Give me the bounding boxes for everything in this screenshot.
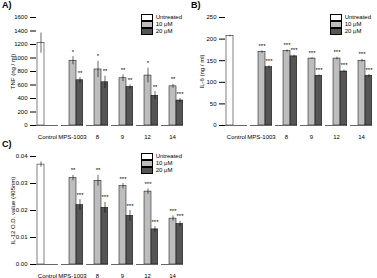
svg-text:9: 9	[310, 134, 314, 140]
svg-text:**: **	[96, 167, 101, 173]
svg-text:*: *	[97, 53, 100, 59]
svg-text:50: 50	[210, 101, 217, 107]
svg-text:1200: 1200	[14, 41, 28, 47]
svg-text:0.02: 0.02	[16, 207, 28, 213]
svg-text:TNF (ng / ml): TNF (ng / ml)	[10, 54, 16, 89]
svg-text:600: 600	[17, 82, 28, 88]
html-text:Untreated: Untreated	[155, 14, 182, 20]
svg-text:***: ***	[365, 67, 373, 73]
svg-text:***: ***	[290, 47, 298, 53]
svg-text:***: ***	[101, 194, 109, 200]
svg-text:**: **	[78, 70, 83, 76]
svg-text:12: 12	[144, 273, 151, 278]
svg-text:***: ***	[76, 192, 84, 198]
svg-text:***: ***	[176, 91, 184, 97]
html-text:10 μM: 10 μM	[344, 21, 362, 27]
svg-text:1000: 1000	[14, 55, 28, 61]
svg-text:***: ***	[119, 176, 127, 182]
svg-text:**: **	[171, 76, 176, 82]
svg-text:***: ***	[144, 181, 152, 187]
html-text:Untreated: Untreated	[155, 153, 182, 159]
svg-text:14: 14	[169, 273, 176, 278]
svg-text:**: **	[128, 77, 133, 83]
svg-text:Control: Control	[38, 134, 57, 140]
svg-text:8: 8	[96, 273, 100, 278]
svg-text:9: 9	[121, 273, 125, 278]
html-text:20 μM: 20 μM	[155, 28, 173, 34]
svg-text:***: ***	[308, 50, 316, 56]
svg-text:***: ***	[126, 203, 134, 209]
svg-text:0: 0	[24, 122, 28, 128]
svg-text:*: *	[72, 49, 75, 55]
svg-text:MPS-1003: MPS-1003	[58, 134, 87, 140]
svg-text:0: 0	[213, 122, 217, 128]
svg-text:MPS-1003: MPS-1003	[58, 273, 87, 278]
html-text:20 μM: 20 μM	[344, 28, 362, 34]
svg-text:Control: Control	[227, 134, 246, 140]
svg-text:**: **	[103, 68, 108, 74]
html-text:10 μM: 10 μM	[155, 160, 173, 166]
svg-text:***: ***	[358, 51, 366, 57]
svg-text:0.04: 0.04	[16, 153, 28, 159]
html-text:B): B)	[191, 0, 201, 10]
svg-text:400: 400	[17, 95, 28, 101]
svg-text:8: 8	[285, 134, 289, 140]
html-text:20 μM: 20 μM	[155, 167, 173, 173]
svg-text:***: ***	[315, 67, 323, 73]
svg-text:IL-6 (ng / ml): IL-6 (ng / ml)	[199, 54, 205, 88]
svg-text:**: **	[121, 67, 126, 73]
svg-text:14: 14	[169, 134, 176, 140]
svg-text:***: ***	[258, 43, 266, 49]
svg-text:**: **	[153, 84, 158, 90]
svg-text:IL-12 O.D. value (405nm): IL-12 O.D. value (405nm)	[10, 177, 16, 245]
svg-text:MPS-1003: MPS-1003	[247, 134, 276, 140]
svg-text:12: 12	[144, 134, 151, 140]
svg-text:*: *	[147, 60, 150, 66]
svg-text:***: ***	[265, 58, 273, 64]
svg-text:9: 9	[121, 134, 125, 140]
svg-text:***: ***	[340, 62, 348, 68]
svg-text:250: 250	[206, 14, 217, 20]
svg-text:8: 8	[96, 134, 100, 140]
svg-text:150: 150	[206, 58, 217, 64]
svg-text:100: 100	[206, 79, 217, 85]
svg-text:***: ***	[333, 49, 341, 55]
html-text:10 μM: 10 μM	[155, 21, 173, 27]
svg-text:0.03: 0.03	[16, 180, 28, 186]
svg-text:0.00: 0.00	[16, 261, 28, 267]
svg-text:12: 12	[333, 134, 340, 140]
svg-text:1600: 1600	[14, 14, 28, 20]
svg-text:**: **	[71, 167, 76, 173]
svg-text:14: 14	[358, 134, 365, 140]
svg-text:200: 200	[206, 36, 217, 42]
svg-text:Control: Control	[38, 273, 57, 278]
html-text:A): A)	[2, 0, 12, 10]
svg-text:***: ***	[176, 213, 184, 219]
svg-text:1400: 1400	[14, 28, 28, 34]
svg-text:800: 800	[17, 68, 28, 74]
html-text:Untreated: Untreated	[344, 14, 371, 20]
svg-text:200: 200	[17, 109, 28, 115]
svg-text:***: ***	[151, 219, 159, 225]
svg-text:0.01: 0.01	[16, 234, 28, 240]
html-text:C): C)	[2, 139, 12, 149]
